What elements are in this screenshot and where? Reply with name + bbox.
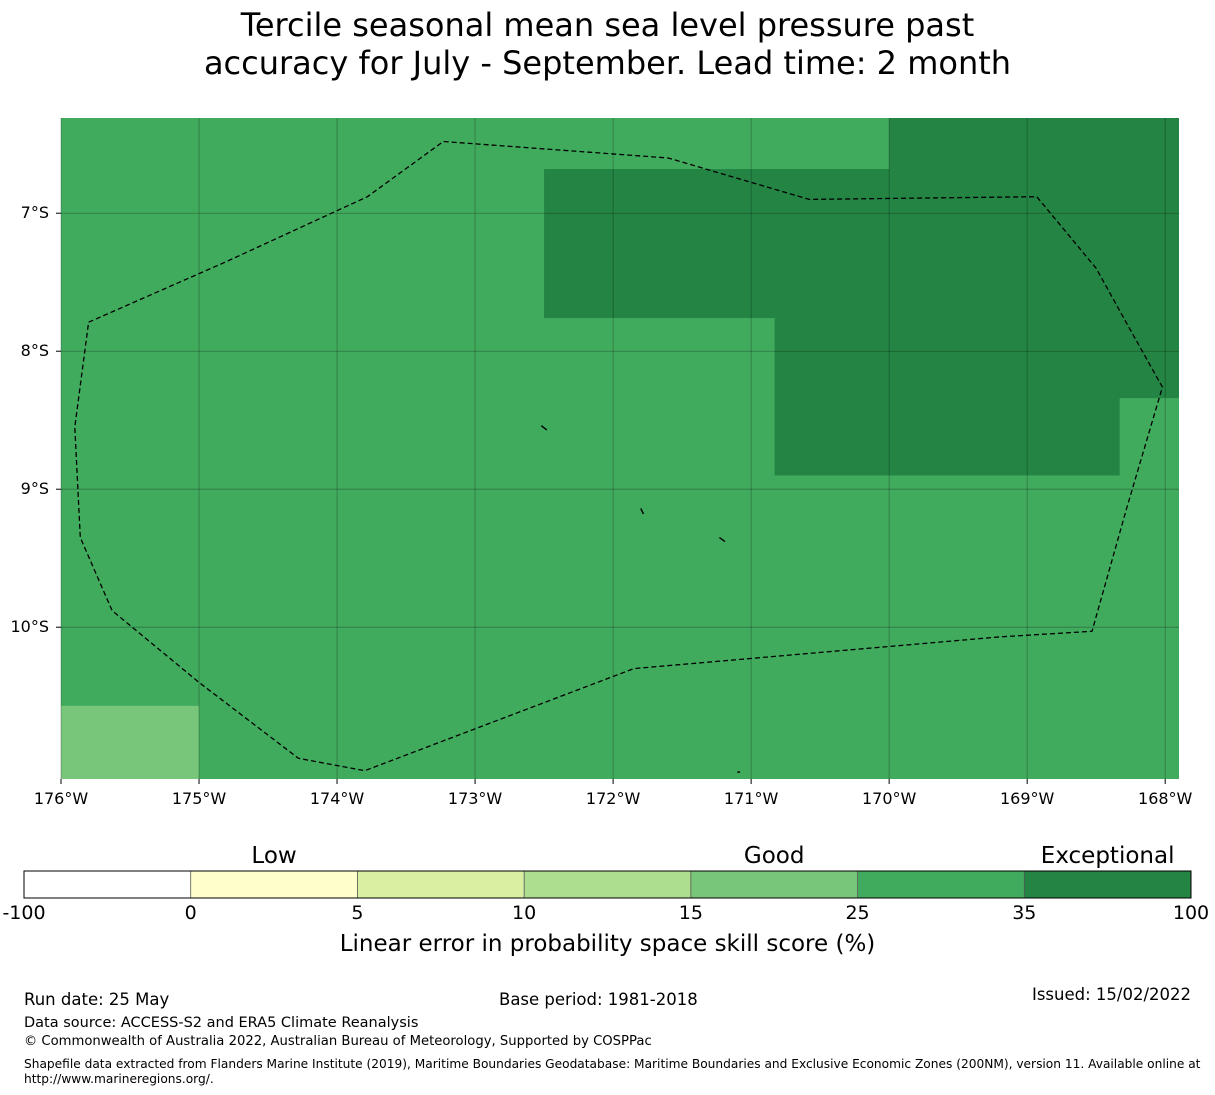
title-line-1: Tercile seasonal mean sea level pressure…: [240, 6, 975, 44]
colorbar-tick-6: 35: [1012, 902, 1037, 924]
colorbar-bin-3: [524, 871, 691, 898]
category-label-exceptional: Exceptional: [1040, 843, 1175, 869]
run-date: Run date: 25 May: [24, 990, 170, 1009]
island-0: [540, 425, 548, 431]
skill-cell-1: [544, 169, 890, 319]
skill-cell-0: [61, 705, 200, 779]
colorbar: [23, 870, 1192, 899]
colorbar-bin-0: [24, 871, 191, 898]
colorbar-tick-0: -100: [2, 902, 46, 924]
data-source: Data source: ACCESS-S2 and ERA5 Climate …: [24, 1015, 419, 1031]
lon-label-8: 168°W: [1138, 789, 1193, 808]
lon-label-5: 171°W: [723, 789, 779, 808]
skill-cells: [61, 118, 1179, 779]
colorbar-tick-7: 100: [1172, 902, 1210, 924]
category-label-low: Low: [251, 843, 297, 869]
shapefile-credit-line-2: http://www.marineregions.org/.: [24, 1072, 214, 1086]
lon-label-7: 169°W: [999, 789, 1055, 808]
colorbar-tick-2: 5: [351, 902, 364, 924]
base-period: Base period: 1981-2018: [499, 990, 698, 1009]
colorbar-tick-3: 10: [512, 902, 537, 924]
lat-label-1: 8°S: [20, 341, 49, 361]
copyright: © Commonwealth of Australia 2022, Austra…: [24, 1034, 652, 1049]
islands: [540, 425, 741, 773]
island-2: [718, 536, 726, 543]
colorbar-border: [23, 870, 1192, 899]
lon-label-2: 174°W: [309, 789, 365, 808]
issued-date: Issued: 15/02/2022: [1031, 985, 1191, 1004]
colorbar-tick-4: 15: [678, 902, 703, 924]
colorbar-bin-2: [357, 871, 525, 898]
lon-label-4: 172°W: [585, 789, 641, 808]
colorbar-bin-5: [857, 871, 1025, 898]
lat-label-3: 10°S: [10, 617, 49, 637]
lat-label-2: 9°S: [20, 479, 49, 499]
colorbar-bin-4: [690, 871, 858, 898]
colorbar-tick-5: 25: [845, 902, 870, 924]
lat-label-0: 7°S: [20, 203, 49, 223]
gridlines: [60, 118, 1179, 779]
eez-boundary: [74, 140, 1164, 772]
axis-ticks: [56, 212, 1166, 784]
shapefile-credit-line-1: Shapefile data extracted from Flanders M…: [24, 1057, 1201, 1071]
map-canvas: [56, 118, 1179, 784]
island-1: [640, 508, 645, 515]
lon-label-3: 173°W: [447, 789, 503, 808]
category-label-good: Good: [743, 843, 805, 869]
lon-label-0: 176°W: [33, 789, 89, 808]
colorbar-tick-1: 0: [184, 902, 197, 924]
title-line-2: accuracy for July - September. Lead time…: [203, 44, 1012, 82]
map-title: Tercile seasonal mean sea level pressure…: [0, 6, 1215, 82]
lon-label-1: 175°W: [171, 789, 227, 808]
lon-label-6: 170°W: [861, 789, 917, 808]
skill-cell-3: [774, 318, 1120, 476]
colorbar-bin-1: [190, 871, 358, 898]
colorbar-bin-6: [1024, 871, 1191, 898]
colorbar-title: Linear error in probability space skill …: [339, 931, 876, 957]
